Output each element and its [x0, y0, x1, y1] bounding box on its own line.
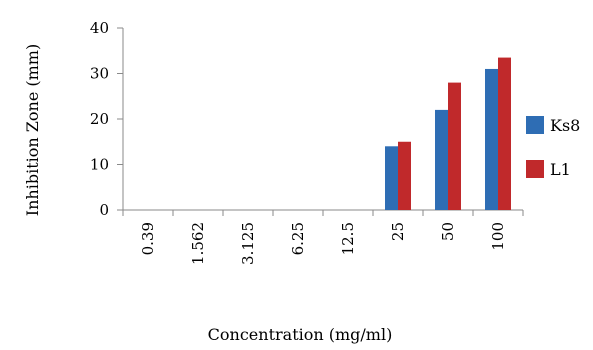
y-axis: 0 10 20 30 40 — [90, 19, 124, 219]
x-tick-label: 25 — [389, 222, 407, 241]
bars — [385, 57, 511, 211]
legend-label-ks8: Ks8 — [550, 116, 580, 135]
bar-l1-50 — [448, 82, 461, 210]
bar-l1-25 — [398, 141, 411, 210]
y-tick-label: 40 — [90, 19, 109, 37]
legend-swatch-l1 — [526, 160, 544, 178]
x-tick-label: 0.39 — [139, 222, 157, 255]
legend-swatch-ks8 — [526, 116, 544, 134]
legend: Ks8 L1 — [526, 116, 580, 179]
x-axis-title: Concentration (mg/ml) — [208, 325, 393, 344]
bar-ks8-50 — [435, 109, 448, 210]
x-tick-label: 100 — [489, 222, 507, 251]
x-tick-label: 3.125 — [239, 222, 257, 265]
y-tick-label: 10 — [90, 156, 109, 174]
x-axis: 0.39 1.562 3.125 6.25 12.5 25 50 100 — [122, 209, 524, 265]
bar-ks8-100 — [485, 68, 498, 210]
bar-l1-100 — [498, 57, 511, 211]
x-tick-label: 50 — [439, 222, 457, 241]
bar-ks8-25 — [385, 146, 398, 210]
x-tick-label: 6.25 — [289, 222, 307, 255]
legend-label-l1: L1 — [550, 160, 571, 179]
x-tick-label: 1.562 — [189, 222, 207, 265]
y-tick-label: 20 — [90, 110, 109, 128]
y-tick-label: 30 — [90, 65, 109, 83]
x-tick-label: 12.5 — [339, 222, 357, 255]
y-axis-title: Inhibition Zone (mm) — [23, 44, 42, 216]
y-tick-label: 0 — [99, 201, 109, 219]
